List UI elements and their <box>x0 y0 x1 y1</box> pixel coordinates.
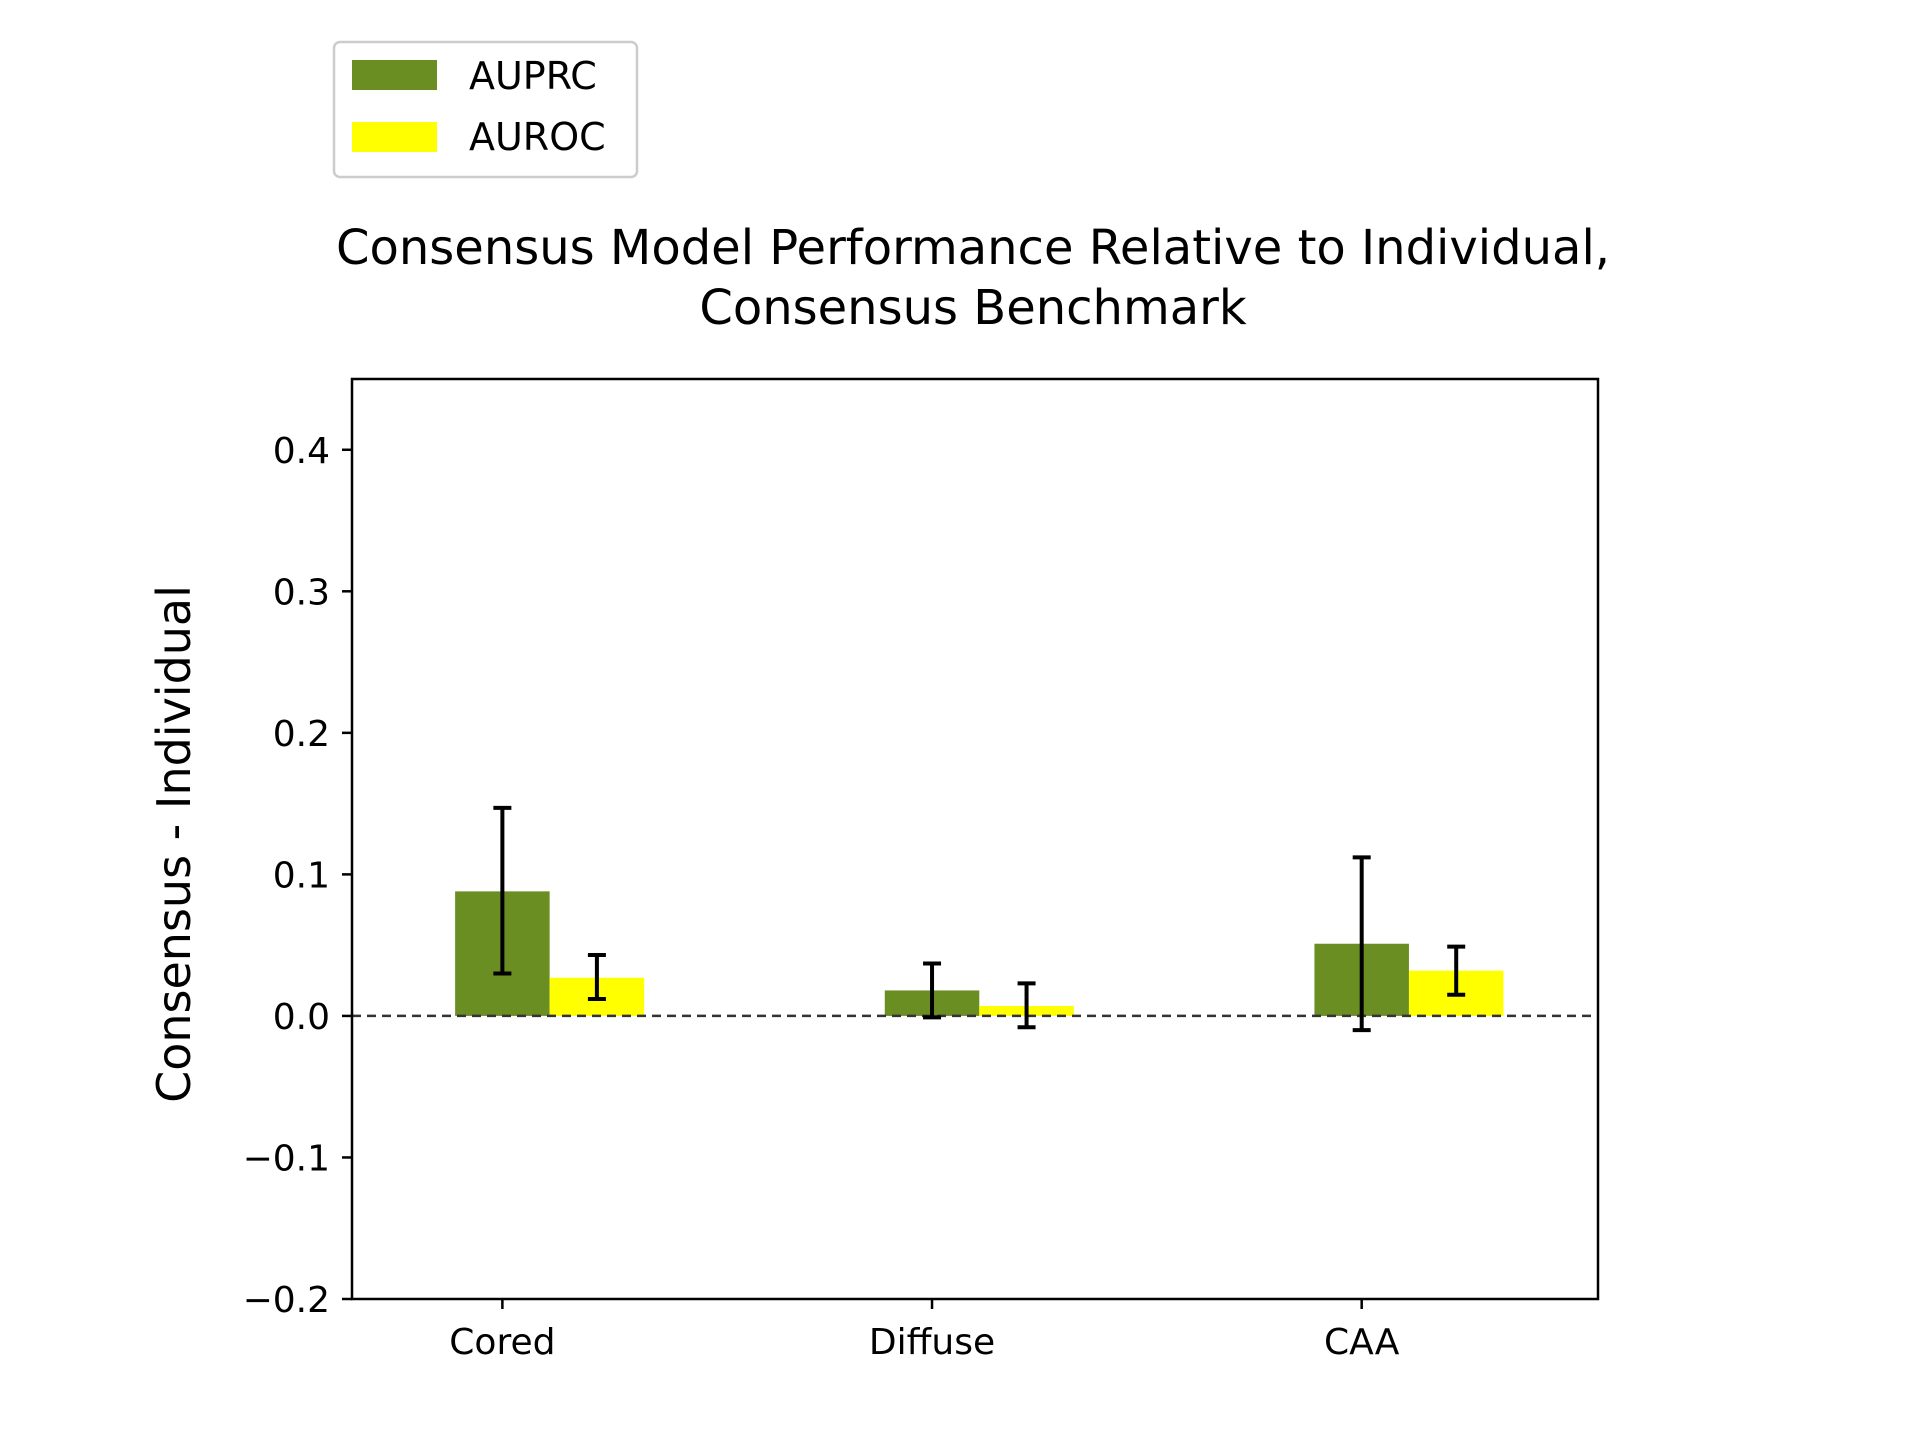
y-tick-label: −0.2 <box>243 1280 330 1321</box>
legend-swatch-auroc <box>352 122 437 152</box>
y-tick-label: 0.0 <box>273 997 330 1038</box>
legend-label-auprc: AUPRC <box>469 54 597 98</box>
axes-frame <box>350 377 1600 1301</box>
x-tick-label: Diffuse <box>869 1322 995 1363</box>
y-tick-label: −0.1 <box>243 1138 330 1179</box>
chart-subtitle: Consensus Benchmark <box>699 280 1247 336</box>
plot-area: −0.2 −0.1 0.0 0.1 0.2 0.3 0.4 Cored Diffuse CAA <box>243 431 1598 1363</box>
legend-label-auroc: AUROC <box>469 115 606 159</box>
y-axis-label: Consensus - Individual <box>147 585 201 1103</box>
x-tick-label: Cored <box>449 1322 555 1363</box>
y-tick-label: 0.2 <box>273 714 330 755</box>
legend-swatch-auprc <box>352 60 437 90</box>
y-tick-label: 0.3 <box>273 572 330 613</box>
y-tick-label: 0.4 <box>273 431 330 472</box>
chart-title: Consensus Model Performance Relative to … <box>336 220 1610 276</box>
legend: AUPRC AUROC <box>332 40 639 179</box>
y-tick-label: 0.1 <box>273 855 330 896</box>
x-tick-label: CAA <box>1324 1322 1400 1363</box>
